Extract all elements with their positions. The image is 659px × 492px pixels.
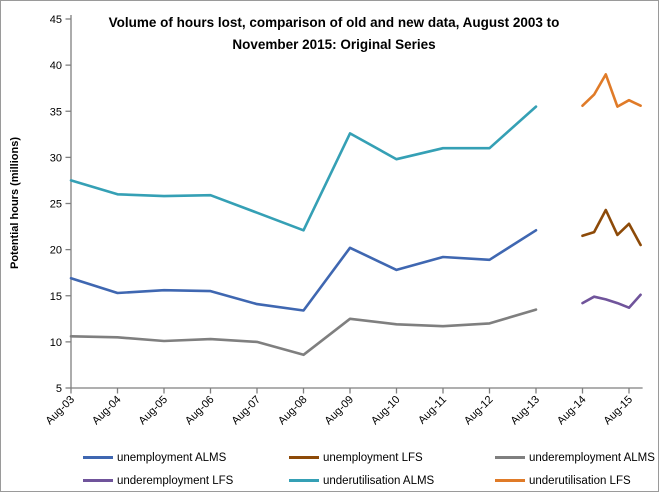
y-tick-label: 20 (50, 245, 62, 257)
x-tick-label: Aug-05 (137, 394, 171, 428)
legend-label: underemployment ALMS (529, 451, 655, 464)
x-tick-label: Aug-13 (509, 394, 543, 428)
legend-item-underutilisation-alms: underutilisation ALMS (289, 475, 495, 487)
legend-label: unemployment LFS (323, 451, 423, 464)
x-tick-label: Aug-03 (44, 394, 78, 428)
x-tick-label: Aug-15 (602, 394, 636, 428)
y-tick-label: 10 (50, 337, 62, 349)
y-tick-label: 35 (50, 106, 62, 118)
y-tick-label: 40 (50, 60, 62, 72)
y-tick-label: 30 (50, 152, 62, 164)
legend-label: underemployment LFS (117, 474, 234, 487)
legend-label: underutilisation LFS (529, 474, 631, 487)
legend-label: underutilisation ALMS (323, 474, 435, 487)
series-line-underemployment-lfs (581, 293, 642, 310)
legend-line-swatch (83, 456, 113, 459)
x-tick-label: Aug-09 (323, 394, 357, 428)
legend-line-swatch (289, 479, 319, 482)
legend-line-swatch (83, 479, 113, 482)
legend-label: unemployment ALMS (117, 451, 227, 464)
y-axis-title: Potential hours (millions) (9, 137, 21, 269)
x-tick-label: Aug-14 (555, 394, 589, 428)
legend-item-unemployment-alms: unemployment ALMS (83, 452, 289, 464)
series-line-underutilisation-alms (69, 105, 538, 232)
y-tick-label: 45 (50, 14, 62, 26)
x-tick-label: Aug-07 (230, 394, 264, 428)
x-tick-label: Aug-06 (183, 394, 217, 428)
chart-title: Volume of hours lost, comparison of old … (108, 15, 560, 52)
legend-item-underemployment-lfs: underemployment LFS (83, 475, 289, 487)
legend-line-swatch (495, 456, 525, 459)
series-line-unemployment-alms (69, 229, 538, 312)
series-line-underemployment-alms (69, 308, 538, 357)
y-tick-label: 25 (50, 199, 62, 211)
x-tick-label: Aug-08 (276, 394, 310, 428)
series-line-underutilisation-lfs (581, 73, 642, 108)
legend-item-unemployment-lfs: unemployment LFS (289, 452, 495, 464)
x-tick-label: Aug-11 (416, 394, 449, 427)
legend-line-swatch (495, 479, 525, 482)
x-tick-label: Aug-10 (369, 394, 403, 428)
y-tick-label: 5 (56, 383, 62, 395)
legend-item-underemployment-alms: underemployment ALMS (495, 451, 658, 464)
series-line-unemployment-lfs (581, 208, 642, 247)
legend-line-swatch (289, 456, 319, 459)
legend-item-underutilisation-lfs: underutilisation LFS (495, 474, 658, 487)
y-tick-label: 15 (50, 291, 62, 303)
legend: unemployment ALMS unemployment LFS underem… (83, 446, 658, 491)
x-tick-label: Aug-12 (462, 394, 496, 428)
x-tick-label: Aug-04 (90, 394, 124, 428)
